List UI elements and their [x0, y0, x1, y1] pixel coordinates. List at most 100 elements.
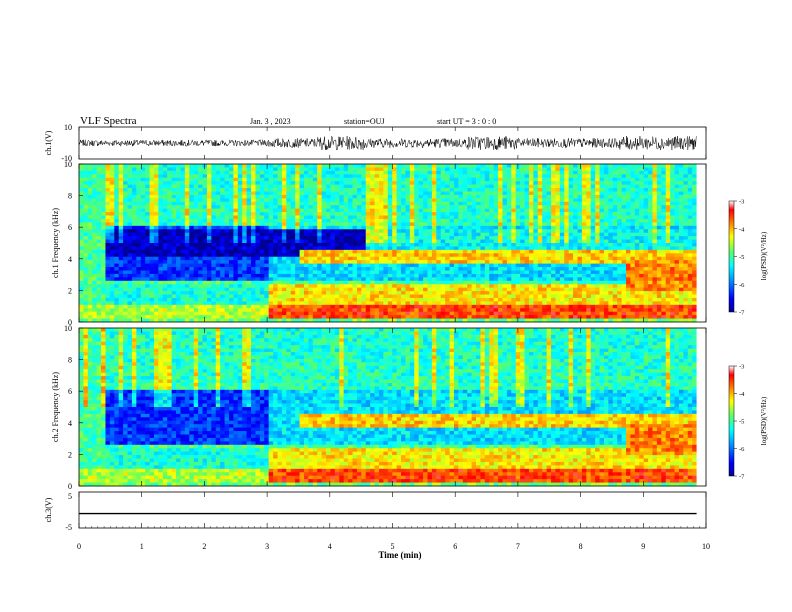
spectrogram-cell: [387, 311, 393, 316]
spectrogram-cell: [220, 177, 225, 182]
spectrogram-cell: [467, 201, 473, 206]
spectrogram-cell: [528, 270, 534, 275]
spectrogram-cell: [167, 181, 173, 185]
spectrogram-cell: [511, 215, 517, 220]
spectrogram-cell: [184, 164, 190, 168]
spectrogram-cell: [365, 212, 371, 216]
spectrogram-cell: [259, 287, 265, 292]
spectrogram-cell: [515, 308, 521, 313]
spectrogram-cell: [308, 184, 314, 189]
spectrogram-cell: [184, 181, 190, 185]
spectrogram-cell: [286, 225, 292, 230]
spectrogram-cell: [537, 236, 543, 240]
spectrogram-cell: [326, 225, 331, 230]
spectrogram-cell: [167, 311, 173, 316]
spectrogram-cell: [401, 267, 406, 271]
spectrogram-cell: [458, 205, 464, 210]
spectrogram-cell: [206, 201, 212, 206]
spectrogram-cell: [348, 201, 353, 206]
spectrogram-cell: [326, 167, 331, 172]
spectrogram-cell: [317, 222, 323, 227]
spectrogram-cell: [215, 267, 221, 271]
spectrogram-cell: [176, 239, 181, 244]
spectrogram-cell: [180, 291, 186, 295]
spectrogram-cell: [308, 280, 314, 285]
spectrogram-cell: [326, 164, 331, 168]
spectrogram-cell: [273, 318, 278, 323]
spectrogram-cell: [334, 218, 340, 223]
spectrogram-cell: [290, 297, 296, 302]
spectrogram-cell: [476, 177, 481, 182]
spectrogram-cell: [255, 256, 261, 261]
spectrogram-cell: [414, 246, 420, 251]
spectrogram-cell: [370, 301, 375, 306]
spectrogram-cell: [184, 308, 190, 313]
spectrogram-cell: [458, 243, 464, 247]
spectrogram-cell: [348, 253, 353, 258]
spectrogram-cell: [409, 294, 415, 299]
spectrogram-cell: [162, 184, 168, 189]
spectrogram-cell: [202, 297, 208, 302]
spectrogram-cell: [352, 297, 358, 302]
spectrogram-cell: [396, 229, 402, 234]
spectrogram-cell: [551, 194, 556, 199]
spectrogram-cell: [352, 301, 358, 306]
spectrogram-cell: [542, 270, 548, 275]
spectrogram-cell: [184, 297, 190, 302]
spectrogram-cell: [140, 287, 146, 292]
spectrogram-cell: [418, 256, 424, 261]
spectrogram-cell: [409, 181, 415, 185]
spectrogram-cell: [308, 212, 314, 216]
spectrogram-cell: [484, 267, 490, 271]
spectrogram-cell: [317, 181, 323, 185]
spectrogram-cell: [224, 318, 230, 323]
spectrogram-cell: [189, 311, 195, 316]
spectrogram-cell: [502, 270, 508, 275]
spectrogram-cell: [436, 212, 442, 216]
spectrogram-cell: [123, 174, 128, 179]
spectrogram-cell: [356, 311, 362, 316]
spectrogram-cell: [193, 246, 199, 251]
spectrogram-cell: [79, 215, 84, 220]
spectrogram-cell: [228, 315, 234, 319]
spectrogram-cell: [127, 291, 133, 295]
spectrogram-cell: [511, 236, 517, 240]
spectrogram-cell: [343, 232, 349, 237]
spectrogram-cell: [374, 246, 380, 251]
spectrogram-cell: [176, 280, 181, 285]
spectrogram-cell: [418, 198, 424, 203]
spectrogram-cell: [220, 273, 225, 278]
spectrogram-cell: [277, 205, 283, 210]
spectrogram-cell: [542, 277, 548, 282]
spectrogram-cell: [118, 232, 124, 237]
spectrogram-cell: [383, 291, 389, 295]
spectrogram-cell: [502, 174, 508, 179]
spectrogram-cell: [184, 208, 190, 213]
spectrogram-cell: [290, 284, 296, 289]
spectrogram-cell: [537, 311, 543, 316]
spectrogram-cell: [401, 222, 406, 227]
spectrogram-cell: [281, 167, 287, 172]
spectrogram-cell: [409, 260, 415, 264]
spectrogram-cell: [96, 236, 102, 240]
spectrogram-cell: [334, 181, 340, 185]
spectrogram-cell: [184, 304, 190, 309]
spectrogram-cell: [449, 194, 455, 199]
spectrogram-cell: [114, 256, 120, 261]
spectrogram-cell: [365, 201, 371, 206]
spectrogram-cell: [405, 253, 411, 258]
spectrogram-cell: [193, 170, 199, 175]
spectrogram-cell: [259, 218, 265, 223]
spectrogram-cell: [511, 287, 517, 292]
spectrogram-cell: [440, 263, 446, 268]
spectrogram-cell: [533, 243, 539, 247]
spectrogram-cell: [251, 260, 256, 264]
spectrogram-cell: [471, 315, 477, 319]
spectrogram-cell: [427, 315, 433, 319]
spectrogram-cell: [87, 301, 93, 306]
spectrogram-cell: [537, 256, 543, 261]
spectrogram-cell: [295, 177, 300, 182]
spectrogram-cell: [356, 249, 362, 254]
spectrogram-cell: [476, 246, 481, 251]
spectrogram-cell: [480, 236, 486, 240]
